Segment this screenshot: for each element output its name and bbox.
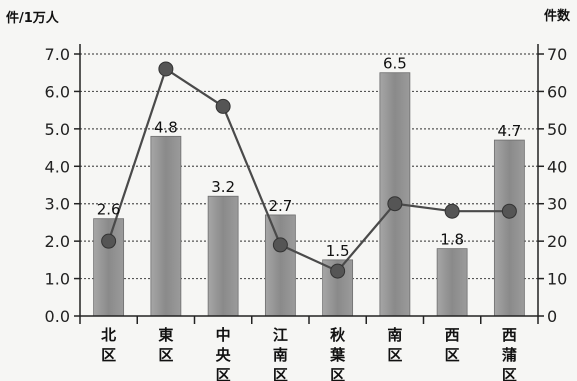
category-label: 央 <box>216 346 232 364</box>
line-point <box>272 237 288 253</box>
line-point <box>501 203 517 219</box>
bar <box>93 218 125 317</box>
bar-value-label: 2.6 <box>97 201 121 219</box>
bar-value-label: 6.5 <box>383 55 407 73</box>
line-point <box>101 233 117 249</box>
bar <box>493 139 525 317</box>
category-label: 西 <box>445 326 460 344</box>
category-label: 区 <box>101 346 116 364</box>
bar-value-label: 4.8 <box>154 118 178 136</box>
bar-value-label: 1.8 <box>440 231 464 249</box>
line-point <box>387 196 403 212</box>
right-tick-label: 50 <box>547 120 567 139</box>
right-tick-label: 0 <box>547 307 557 326</box>
category-label: 江 <box>273 326 288 344</box>
category-label: 南 <box>273 346 288 364</box>
line-point <box>158 61 174 77</box>
bar <box>379 72 411 317</box>
left-tick-label: 5.0 <box>45 120 70 139</box>
right-tick-label: 20 <box>547 232 567 251</box>
category-label: 蒲 <box>502 346 517 364</box>
left-tick-label: 2.0 <box>45 232 70 251</box>
bar-value-label: 1.5 <box>326 242 350 260</box>
series-line <box>107 67 510 273</box>
right-tick-label: 30 <box>547 195 567 214</box>
category-label: 葉 <box>329 346 346 364</box>
category-label: 区 <box>445 346 460 364</box>
bar <box>436 248 468 317</box>
category-label: 東 <box>158 326 173 344</box>
category-label: 西 <box>502 326 517 344</box>
line-point <box>215 98 231 114</box>
category-label: 区 <box>216 366 231 381</box>
right-tick-label: 70 <box>547 45 567 64</box>
left-tick-label: 1.0 <box>45 270 70 289</box>
bar-value-label: 2.7 <box>268 197 292 215</box>
category-label: 区 <box>158 346 173 364</box>
bar-value-label: 3.2 <box>211 178 235 196</box>
bar <box>207 195 239 317</box>
right-axis-title: 件数 <box>544 8 571 24</box>
bar-value-label: 4.7 <box>497 122 521 140</box>
left-tick-label: 3.0 <box>45 195 70 214</box>
right-tick-label: 60 <box>547 82 567 101</box>
category-label: 区 <box>330 366 345 381</box>
category-label: 中 <box>216 326 231 344</box>
category-label: 区 <box>273 366 288 381</box>
left-axis-title: 件/1万人 <box>6 10 60 26</box>
category-label: 区 <box>502 366 517 381</box>
bar <box>150 135 182 317</box>
left-tick-label: 4.0 <box>45 157 70 176</box>
line-point <box>444 203 460 219</box>
left-tick-label: 7.0 <box>45 45 70 64</box>
line-point <box>330 263 346 279</box>
left-tick-label: 6.0 <box>45 82 70 101</box>
category-label: 秋 <box>330 326 346 344</box>
bar <box>264 214 296 317</box>
right-tick-label: 10 <box>547 270 567 289</box>
right-tick-label: 40 <box>547 157 567 176</box>
category-label: 南 <box>387 326 402 344</box>
category-label: 北 <box>101 326 116 344</box>
category-label: 区 <box>387 346 402 364</box>
left-tick-label: 0.0 <box>45 307 70 326</box>
